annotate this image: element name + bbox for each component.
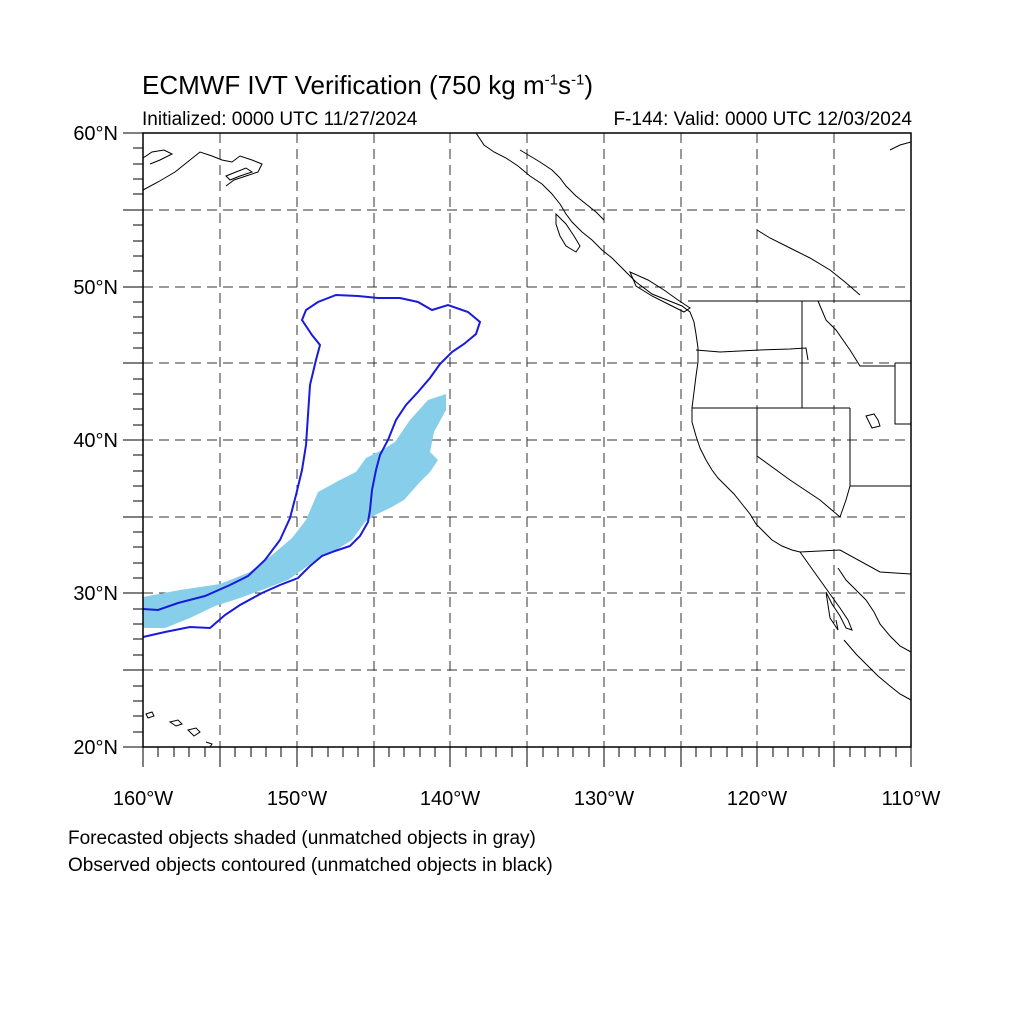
valid-time: F-144: Valid: 0000 UTC 12/03/2024: [613, 109, 912, 130]
observed-note: Observed objects contoured (unmatched ob…: [68, 855, 553, 876]
graticule: [143, 133, 911, 747]
observed-contour: [142, 293, 482, 638]
lon-ticks: [142, 747, 912, 767]
lon-label-150w: 150°W: [267, 788, 327, 810]
lat-ticks: [123, 132, 143, 748]
lon-label-140w: 140°W: [420, 788, 480, 810]
lat-label-50: 50°N: [73, 277, 118, 299]
lat-label-30: 30°N: [73, 583, 118, 605]
legend-notes: Forecasted objects shaded (unmatched obj…: [68, 825, 553, 879]
initialized-time: Initialized: 0000 UTC 11/27/2024: [142, 109, 418, 130]
lon-label-110w: 110°W: [882, 788, 941, 810]
coastlines: [142, 132, 912, 748]
lon-label-130w: 130°W: [574, 788, 634, 810]
map-title: ECMWF IVT Verification (750 kg m-1s-1): [142, 70, 593, 100]
lat-label-20: 20°N: [73, 737, 118, 759]
lon-label-120w: 120°W: [727, 788, 787, 810]
lat-label-40: 40°N: [73, 430, 118, 452]
forecast-note: Forecasted objects shaded (unmatched obj…: [68, 828, 536, 849]
lon-label-160w: 160°W: [113, 788, 173, 810]
lat-label-60: 60°N: [73, 123, 118, 145]
